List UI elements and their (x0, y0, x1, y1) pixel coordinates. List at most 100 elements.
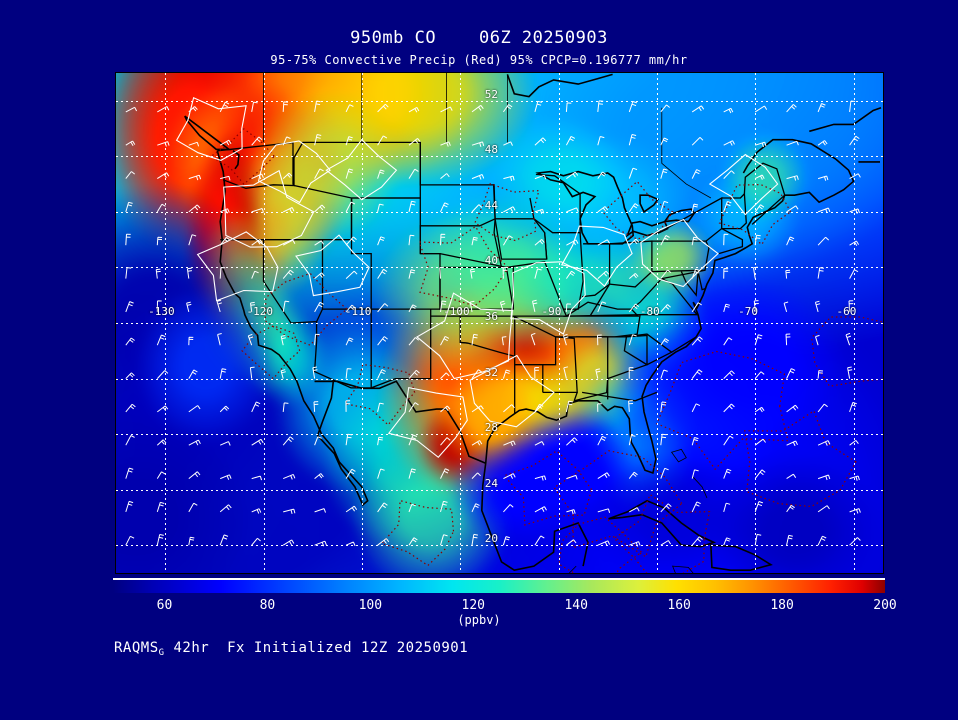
wind-barb (628, 203, 639, 213)
state-boundary-14 (563, 232, 584, 310)
wind-barb (597, 270, 610, 279)
wind-barb (597, 100, 604, 112)
wind-barb (471, 440, 483, 446)
wind-barb (786, 368, 796, 379)
coastline-mexico (314, 380, 589, 572)
wind-barb (628, 334, 637, 346)
state-boundary-30 (718, 228, 744, 255)
wind-barb (815, 334, 820, 346)
wind-barb (377, 502, 388, 513)
wind-barb (786, 236, 795, 246)
wind-barb (156, 236, 163, 246)
wind-barb (691, 105, 705, 113)
wind-barb (723, 337, 733, 346)
wind-barb (247, 333, 254, 346)
wind-barb (219, 236, 230, 246)
wind-barb (565, 270, 576, 279)
latitude-label: 52 (484, 87, 498, 101)
cpcp-75-contour-utah (295, 234, 370, 297)
coastline-vancouver-island (184, 115, 232, 151)
wind-barb (566, 207, 579, 213)
wind-barb (691, 336, 703, 346)
cpcp-75-contour-texas-gulf (469, 354, 555, 428)
wind-barb (251, 438, 264, 446)
wind-barb (219, 534, 229, 546)
footer-caption: RAQMSG 42hr Fx Initialized 12Z 20250901 (114, 640, 468, 658)
wind-barb (817, 140, 828, 146)
wind-barb (314, 301, 324, 313)
cpcp-75-contour-ohio (560, 225, 633, 288)
longitude-label: -80 (639, 305, 660, 318)
wind-barb (817, 103, 826, 113)
state-boundary-17 (563, 301, 640, 317)
wind-barb (691, 236, 698, 246)
wind-barb (377, 303, 389, 313)
map-panel[interactable]: -130 -120 -110 -100 -90 -80 -70 -60 52 48 44 40 36 32… (115, 72, 884, 574)
co-plume (704, 451, 883, 573)
wind-barb (534, 174, 547, 180)
wind-barb (786, 440, 798, 447)
wind-barb (157, 172, 170, 180)
map-overlays (125, 73, 883, 573)
wind-barb (125, 372, 135, 379)
wind-barb (188, 405, 201, 413)
wind-barb (440, 106, 453, 113)
wind-barb (345, 168, 354, 179)
wind-barb (817, 370, 824, 379)
wind-barb (566, 474, 578, 480)
wind-barb (282, 207, 295, 213)
wind-barb (660, 401, 667, 412)
wind-barb (345, 337, 354, 346)
colorbar-tick-label: 80 (259, 598, 276, 613)
latitude-label: 40 (484, 254, 498, 268)
wind-barb (502, 369, 511, 379)
wind-barb (314, 168, 324, 179)
wind-barb (314, 204, 326, 213)
wind-barb (440, 202, 449, 213)
wind-barb (849, 537, 861, 546)
gridline-latitude (116, 434, 883, 436)
wind-barb (377, 369, 386, 379)
wind-barb (563, 366, 569, 379)
co-plume (645, 274, 846, 455)
latitude-label: 28 (484, 421, 498, 435)
wind-barb (471, 204, 483, 213)
wind-barb (408, 468, 416, 479)
wind-barb (471, 236, 478, 246)
wind-barb (250, 301, 256, 312)
wind-barb (408, 537, 418, 546)
wind-barb (125, 403, 136, 413)
cpcp-95-contour-subtropical (743, 409, 857, 508)
colorbar-tick-label: 160 (667, 598, 691, 613)
wind-barb (282, 101, 289, 112)
gridline-latitude (116, 100, 883, 102)
wind-barb (783, 301, 789, 313)
wind-barb (469, 300, 475, 312)
wind-barb (817, 535, 827, 546)
wind-barb (188, 336, 194, 346)
wind-barb (597, 472, 610, 480)
wind-barb (563, 333, 569, 346)
wind-barb (408, 106, 420, 113)
longitude-label: -90 (541, 305, 562, 318)
wind-barb (188, 439, 201, 446)
wind-barb (597, 508, 611, 513)
wind-barb (566, 539, 577, 546)
wind-barb (377, 135, 388, 146)
cpcp-95-contour-yucatan (558, 516, 643, 573)
wind-barb (125, 500, 134, 513)
wind-barb (660, 104, 671, 113)
wind-barb (471, 533, 478, 546)
wind-barb (723, 233, 729, 246)
wind-barb (502, 235, 513, 246)
state-boundary-31 (743, 162, 786, 225)
wind-barb (691, 536, 703, 546)
wind-barb (440, 233, 446, 246)
colorbar-tick-label: 140 (564, 598, 588, 613)
wind-barb (125, 535, 135, 546)
wind-barb (156, 471, 166, 479)
wind-barb (219, 405, 230, 413)
wind-barb (345, 368, 352, 379)
wind-barb (503, 141, 513, 146)
wind-barb (440, 405, 451, 413)
